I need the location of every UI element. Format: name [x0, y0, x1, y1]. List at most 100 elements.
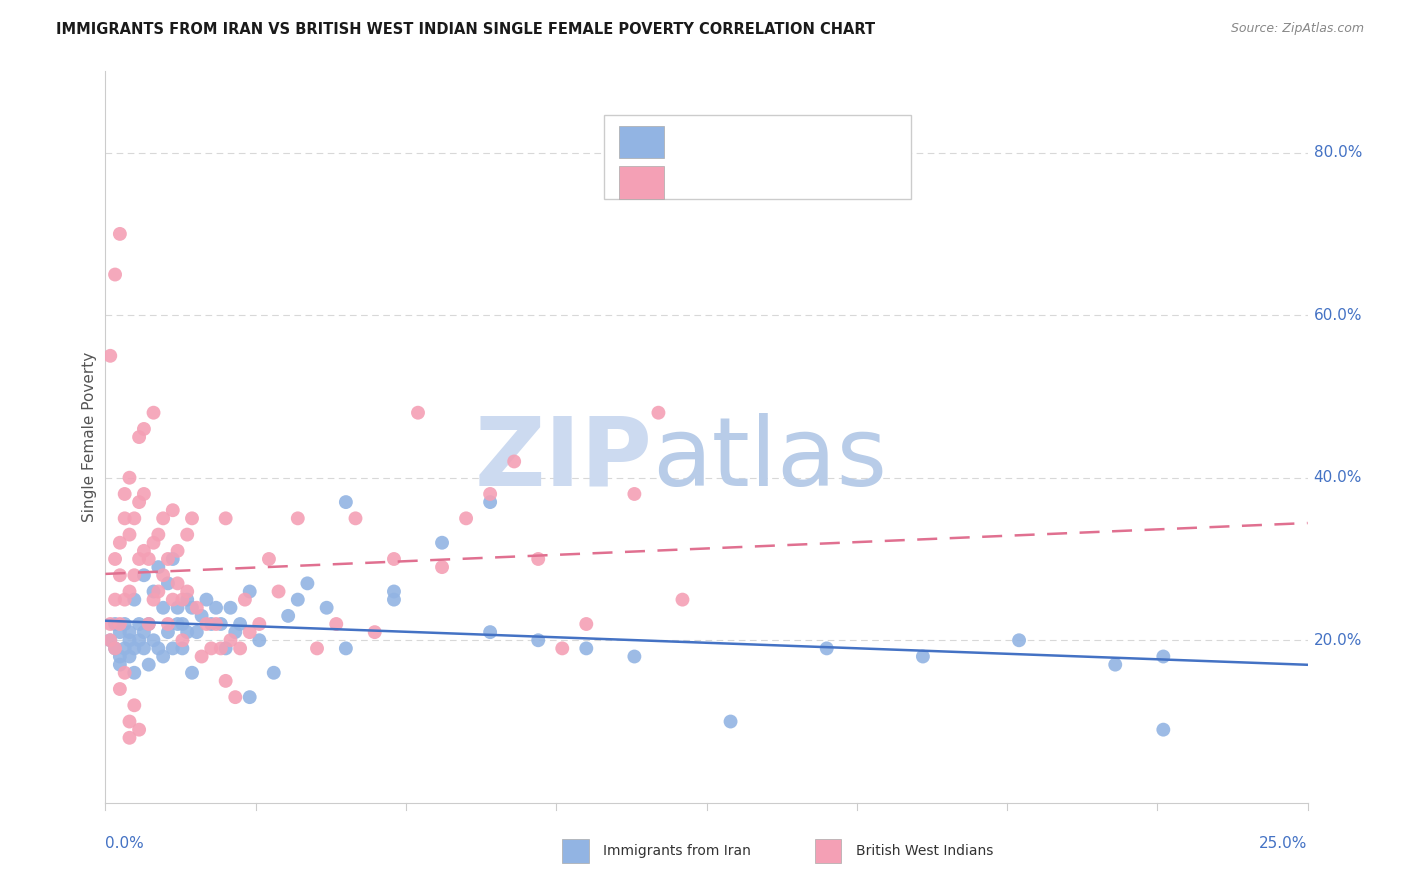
Point [200, 641, 222, 656]
Point [200, 617, 222, 632]
Point [142, 633, 165, 648]
Point [181, 511, 204, 525]
Text: Immigrants from Iran: Immigrants from Iran [603, 844, 751, 858]
Point [219, 600, 242, 615]
Point [142, 406, 165, 420]
Point [108, 227, 131, 241]
Point [503, 454, 526, 468]
Point [118, 527, 141, 541]
Point [114, 592, 136, 607]
Point [132, 487, 155, 501]
Point [430, 560, 453, 574]
Point [142, 535, 165, 549]
Y-axis label: Single Female Poverty: Single Female Poverty [82, 352, 97, 522]
Point [114, 665, 136, 680]
Point [162, 592, 184, 607]
Point [205, 617, 228, 632]
Point [138, 657, 160, 672]
Text: 0.128: 0.128 [730, 174, 780, 192]
Point [315, 600, 337, 615]
Point [118, 625, 141, 640]
Text: 0.0%: 0.0% [105, 836, 145, 851]
Point [181, 665, 204, 680]
Text: ZIP: ZIP [475, 412, 652, 506]
Point [229, 641, 252, 656]
Point [148, 641, 170, 656]
Point [335, 495, 357, 509]
Point [239, 584, 262, 599]
Point [104, 641, 127, 656]
Point [114, 641, 136, 656]
Point [287, 592, 309, 607]
Point [172, 633, 194, 648]
Point [162, 503, 184, 517]
Point [214, 511, 236, 525]
Text: 60.0%: 60.0% [1313, 308, 1362, 323]
Text: 40.0%: 40.0% [1313, 470, 1362, 485]
Point [297, 576, 319, 591]
Point [166, 544, 188, 558]
Point [479, 487, 502, 501]
Point [305, 641, 328, 656]
Point [575, 641, 598, 656]
Point [118, 471, 141, 485]
Point [142, 584, 165, 599]
Point [108, 617, 131, 632]
Point [430, 535, 453, 549]
Point [118, 584, 141, 599]
Point [247, 633, 270, 648]
Point [128, 723, 150, 737]
Point [224, 690, 246, 705]
Point [104, 592, 127, 607]
Point [148, 527, 170, 541]
Point [118, 649, 141, 664]
Point [527, 552, 550, 566]
Point [219, 633, 242, 648]
Point [124, 592, 146, 607]
Point [176, 584, 198, 599]
Point [233, 592, 256, 607]
Point [156, 617, 179, 632]
Point [114, 511, 136, 525]
Point [152, 600, 174, 615]
Point [1008, 633, 1031, 648]
Point [128, 552, 150, 566]
Text: atlas: atlas [652, 412, 887, 506]
Text: R =: R = [679, 174, 718, 192]
Point [257, 552, 280, 566]
Point [104, 552, 127, 566]
Point [118, 714, 141, 729]
Point [98, 633, 121, 648]
Point [454, 511, 477, 525]
Point [138, 617, 160, 632]
Point [181, 600, 204, 615]
Text: 80.0%: 80.0% [1313, 145, 1362, 161]
Point [186, 600, 208, 615]
Point [162, 552, 184, 566]
Point [1152, 649, 1174, 664]
Point [156, 625, 179, 640]
Point [325, 617, 347, 632]
Point [128, 495, 150, 509]
Point [209, 617, 232, 632]
Text: Source: ZipAtlas.com: Source: ZipAtlas.com [1230, 22, 1364, 36]
Point [132, 544, 155, 558]
Point [132, 568, 155, 582]
Text: 0.036: 0.036 [730, 133, 780, 152]
Point [124, 665, 146, 680]
Point [148, 560, 170, 574]
Text: 84: 84 [869, 174, 891, 192]
Point [224, 625, 246, 640]
Point [156, 576, 179, 591]
Point [124, 511, 146, 525]
Text: N =: N = [817, 174, 858, 192]
Text: British West Indians: British West Indians [856, 844, 993, 858]
Point [527, 633, 550, 648]
Point [118, 731, 141, 745]
Point [479, 495, 502, 509]
Point [382, 592, 405, 607]
Point [172, 592, 194, 607]
FancyBboxPatch shape [605, 115, 911, 200]
Point [623, 487, 645, 501]
Point [166, 600, 188, 615]
